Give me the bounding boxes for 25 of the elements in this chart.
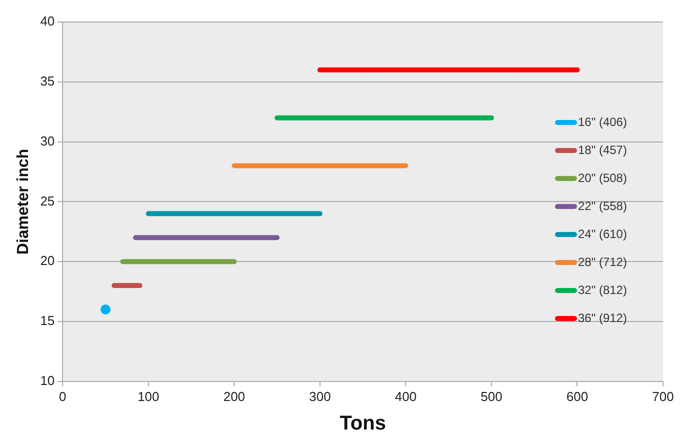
x-tick-label: 400 (394, 388, 417, 404)
x-tick-label: 700 (652, 388, 674, 404)
y-axis-title: Diameter inch (15, 148, 32, 255)
x-tick-label: 300 (309, 388, 331, 404)
y-tick-label: 40 (40, 14, 55, 29)
y-tick-label: 35 (40, 73, 55, 88)
x-axis-title: Tons (340, 412, 386, 435)
legend-label: 22" (558) (578, 199, 627, 213)
legend-label: 28" (712) (578, 255, 627, 269)
legend-label: 20" (508) (578, 171, 627, 185)
y-tick-label: 10 (40, 372, 55, 388)
x-tick-label: 0 (59, 388, 66, 404)
x-tick-label: 200 (223, 388, 246, 404)
y-tick-label: 30 (40, 133, 55, 148)
legend-label: 32" (812) (578, 283, 627, 297)
x-tick-label: 500 (480, 388, 502, 404)
x-tick-label: 100 (138, 388, 160, 404)
x-tick-label: 600 (566, 388, 588, 404)
legend-label: 18" (457) (578, 143, 627, 157)
y-tick-label: 20 (40, 253, 55, 268)
legend-label: 24" (610) (578, 227, 627, 241)
legend-label: 36" (912) (578, 311, 627, 325)
legend-label: 16" (406) (578, 115, 627, 129)
y-tick-label: 25 (40, 193, 55, 208)
y-tick-label: 15 (40, 313, 55, 328)
